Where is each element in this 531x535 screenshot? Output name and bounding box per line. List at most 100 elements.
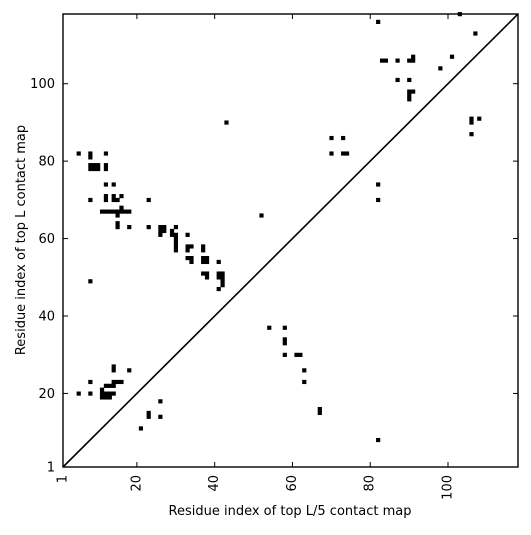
upper-contact-point-5 [92, 163, 97, 168]
lower-contact-point-34 [317, 406, 322, 412]
lower-contact-point-21 [146, 410, 151, 416]
upper-contact-point-49 [185, 232, 190, 237]
upper-contact-point-22 [99, 209, 105, 214]
y-tick-label-5: 100 [30, 77, 55, 92]
upper-contact-point-59 [204, 255, 210, 261]
upper-contact-point-13 [111, 182, 116, 187]
lower-contact-point-10 [107, 395, 112, 400]
lower-contact-point-12 [107, 383, 112, 388]
upper-contact-point-60 [201, 259, 206, 265]
upper-contact-point-37 [162, 225, 167, 230]
lower-contact-point-5 [103, 391, 109, 396]
lower-contact-point-30 [294, 352, 299, 357]
lower-contact-point-7 [111, 391, 116, 396]
y-tick-label-0: 1 [47, 461, 55, 476]
lower-contact-point-18 [111, 368, 116, 373]
upper-contact-point-41 [169, 228, 175, 234]
upper-contact-point-64 [204, 275, 210, 280]
upper-contact-point-29 [127, 209, 132, 214]
upper-contact-point-71 [220, 283, 225, 288]
x-tick-label-4: 80 [363, 475, 378, 492]
upper-contact-point-82 [379, 58, 385, 63]
upper-contact-point-48 [173, 248, 179, 253]
upper-contact-point-98 [469, 116, 474, 121]
x-tick-label-3: 60 [285, 475, 300, 492]
lower-contact-point-20 [138, 426, 144, 431]
upper-contact-point-28 [123, 209, 128, 214]
lower-contact-point-24 [158, 414, 163, 419]
upper-contact-point-72 [216, 286, 221, 292]
upper-contact-point-61 [204, 259, 210, 265]
upper-triangle-points [76, 12, 482, 292]
lower-contact-point-22 [146, 414, 151, 419]
upper-contact-point-21 [146, 197, 151, 203]
x-tick-label-2: 40 [207, 475, 222, 492]
upper-contact-point-53 [185, 255, 190, 261]
upper-contact-point-51 [189, 244, 194, 249]
upper-contact-point-32 [115, 221, 120, 226]
upper-contact-point-26 [115, 209, 120, 214]
lower-triangle-points [76, 325, 381, 443]
upper-contact-point-16 [103, 197, 109, 203]
lower-contact-point-19 [127, 368, 132, 373]
upper-contact-point-44 [173, 232, 179, 237]
upper-contact-point-58 [201, 255, 206, 261]
upper-contact-point-38 [158, 228, 163, 234]
upper-contact-point-65 [216, 259, 221, 265]
y-tick-label-1: 20 [38, 387, 55, 402]
lower-contact-point-2 [88, 391, 93, 396]
x-axis-label: Residue index of top L/5 contact map [169, 504, 412, 519]
lower-contact-point-17 [111, 364, 116, 369]
upper-contact-point-73 [88, 279, 93, 284]
upper-contact-point-2 [88, 155, 93, 160]
upper-contact-point-89 [407, 77, 412, 83]
lower-contact-point-28 [282, 341, 287, 346]
upper-contact-point-7 [96, 163, 101, 168]
upper-contact-point-54 [189, 255, 194, 261]
x-tick-label-5: 100 [441, 475, 456, 500]
lower-contact-point-4 [99, 391, 105, 396]
upper-contact-point-80 [344, 151, 350, 156]
upper-contact-point-8 [96, 166, 101, 172]
upper-contact-point-63 [204, 271, 210, 276]
y-axis-label: Residue index of top L contact map [14, 125, 29, 355]
upper-contact-point-10 [103, 163, 109, 168]
lower-contact-point-14 [111, 379, 116, 385]
upper-contact-point-45 [173, 236, 179, 241]
upper-contact-point-92 [407, 93, 412, 98]
upper-contact-point-93 [407, 97, 412, 102]
y-tick-label-3: 60 [38, 232, 55, 247]
upper-contact-point-50 [185, 244, 190, 249]
upper-contact-point-83 [383, 58, 389, 63]
plot-frame [62, 13, 519, 468]
upper-contact-point-69 [220, 275, 225, 280]
x-tick-label-0: 1 [56, 475, 71, 483]
lower-contact-point-8 [99, 395, 105, 400]
upper-contact-point-39 [162, 228, 167, 234]
upper-contact-point-70 [220, 279, 225, 284]
lower-contact-point-11 [103, 383, 109, 388]
upper-contact-point-87 [411, 58, 416, 63]
lower-contact-point-15 [115, 379, 120, 385]
upper-contact-point-97 [473, 31, 478, 36]
upper-contact-point-101 [469, 132, 474, 137]
upper-contact-point-30 [115, 213, 120, 218]
upper-contact-point-18 [111, 197, 116, 203]
upper-contact-point-11 [103, 166, 109, 172]
upper-contact-point-47 [173, 244, 179, 249]
x-tick-label-1: 20 [129, 475, 144, 492]
upper-contact-point-103 [376, 197, 381, 203]
upper-contact-point-74 [224, 120, 229, 125]
upper-contact-point-12 [103, 182, 109, 187]
upper-contact-point-102 [376, 182, 381, 187]
upper-contact-point-46 [173, 240, 179, 245]
upper-contact-point-99 [469, 120, 474, 125]
upper-contact-point-76 [329, 135, 334, 141]
lower-contact-point-26 [282, 325, 287, 330]
lower-contact-point-9 [103, 395, 109, 400]
upper-contact-point-62 [201, 271, 206, 276]
upper-contact-point-34 [127, 225, 132, 230]
lower-contact-point-33 [302, 379, 307, 385]
upper-contact-point-78 [329, 151, 334, 156]
upper-contact-point-84 [395, 58, 400, 63]
